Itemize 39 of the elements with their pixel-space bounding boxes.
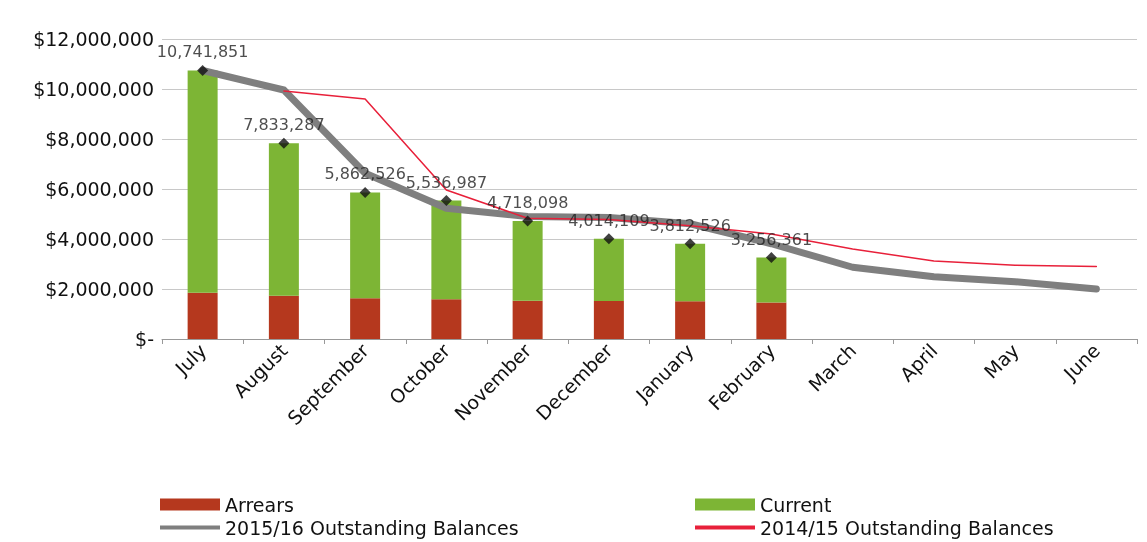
point <box>684 238 696 250</box>
y-tick-label: $6,000,000 <box>45 178 154 200</box>
bar <box>593 238 624 301</box>
bar <box>593 301 624 339</box>
point <box>522 215 534 227</box>
data-label: 4,718,098 <box>486 193 569 213</box>
bar <box>675 243 706 302</box>
legend-label: Arrears <box>225 493 294 516</box>
bar <box>431 200 462 300</box>
point <box>440 195 452 207</box>
point <box>197 64 209 76</box>
y-tick-label: $2,000,000 <box>45 278 154 300</box>
y-tick-label: $- <box>135 328 154 350</box>
bar <box>756 257 787 303</box>
legend-label: Current <box>760 493 832 516</box>
bar <box>675 301 706 339</box>
bar <box>512 221 543 301</box>
data-label: 4,014,109 <box>568 210 650 230</box>
bar <box>350 192 381 299</box>
y-tick-label: $4,000,000 <box>45 228 154 250</box>
legend-label: 2014/15 Outstanding Balances <box>760 516 1054 539</box>
legend-label: 2015/16 Outstanding Balances <box>225 516 519 539</box>
data-label: 3,812,526 <box>649 215 731 235</box>
point <box>603 233 615 245</box>
y-tick-label: $8,000,000 <box>45 128 154 150</box>
bar <box>431 299 462 339</box>
data-label: 10,741,851 <box>156 42 249 62</box>
bar <box>187 70 218 293</box>
bar <box>350 298 381 339</box>
point <box>278 137 290 149</box>
point <box>359 186 371 198</box>
bar <box>268 295 299 339</box>
bar <box>756 302 787 339</box>
point <box>765 252 777 264</box>
y-tick-label: $10,000,000 <box>33 78 154 100</box>
y-tick-label: $12,000,000 <box>33 28 154 50</box>
bar <box>512 300 543 339</box>
bar <box>187 292 218 339</box>
bar <box>268 143 299 296</box>
